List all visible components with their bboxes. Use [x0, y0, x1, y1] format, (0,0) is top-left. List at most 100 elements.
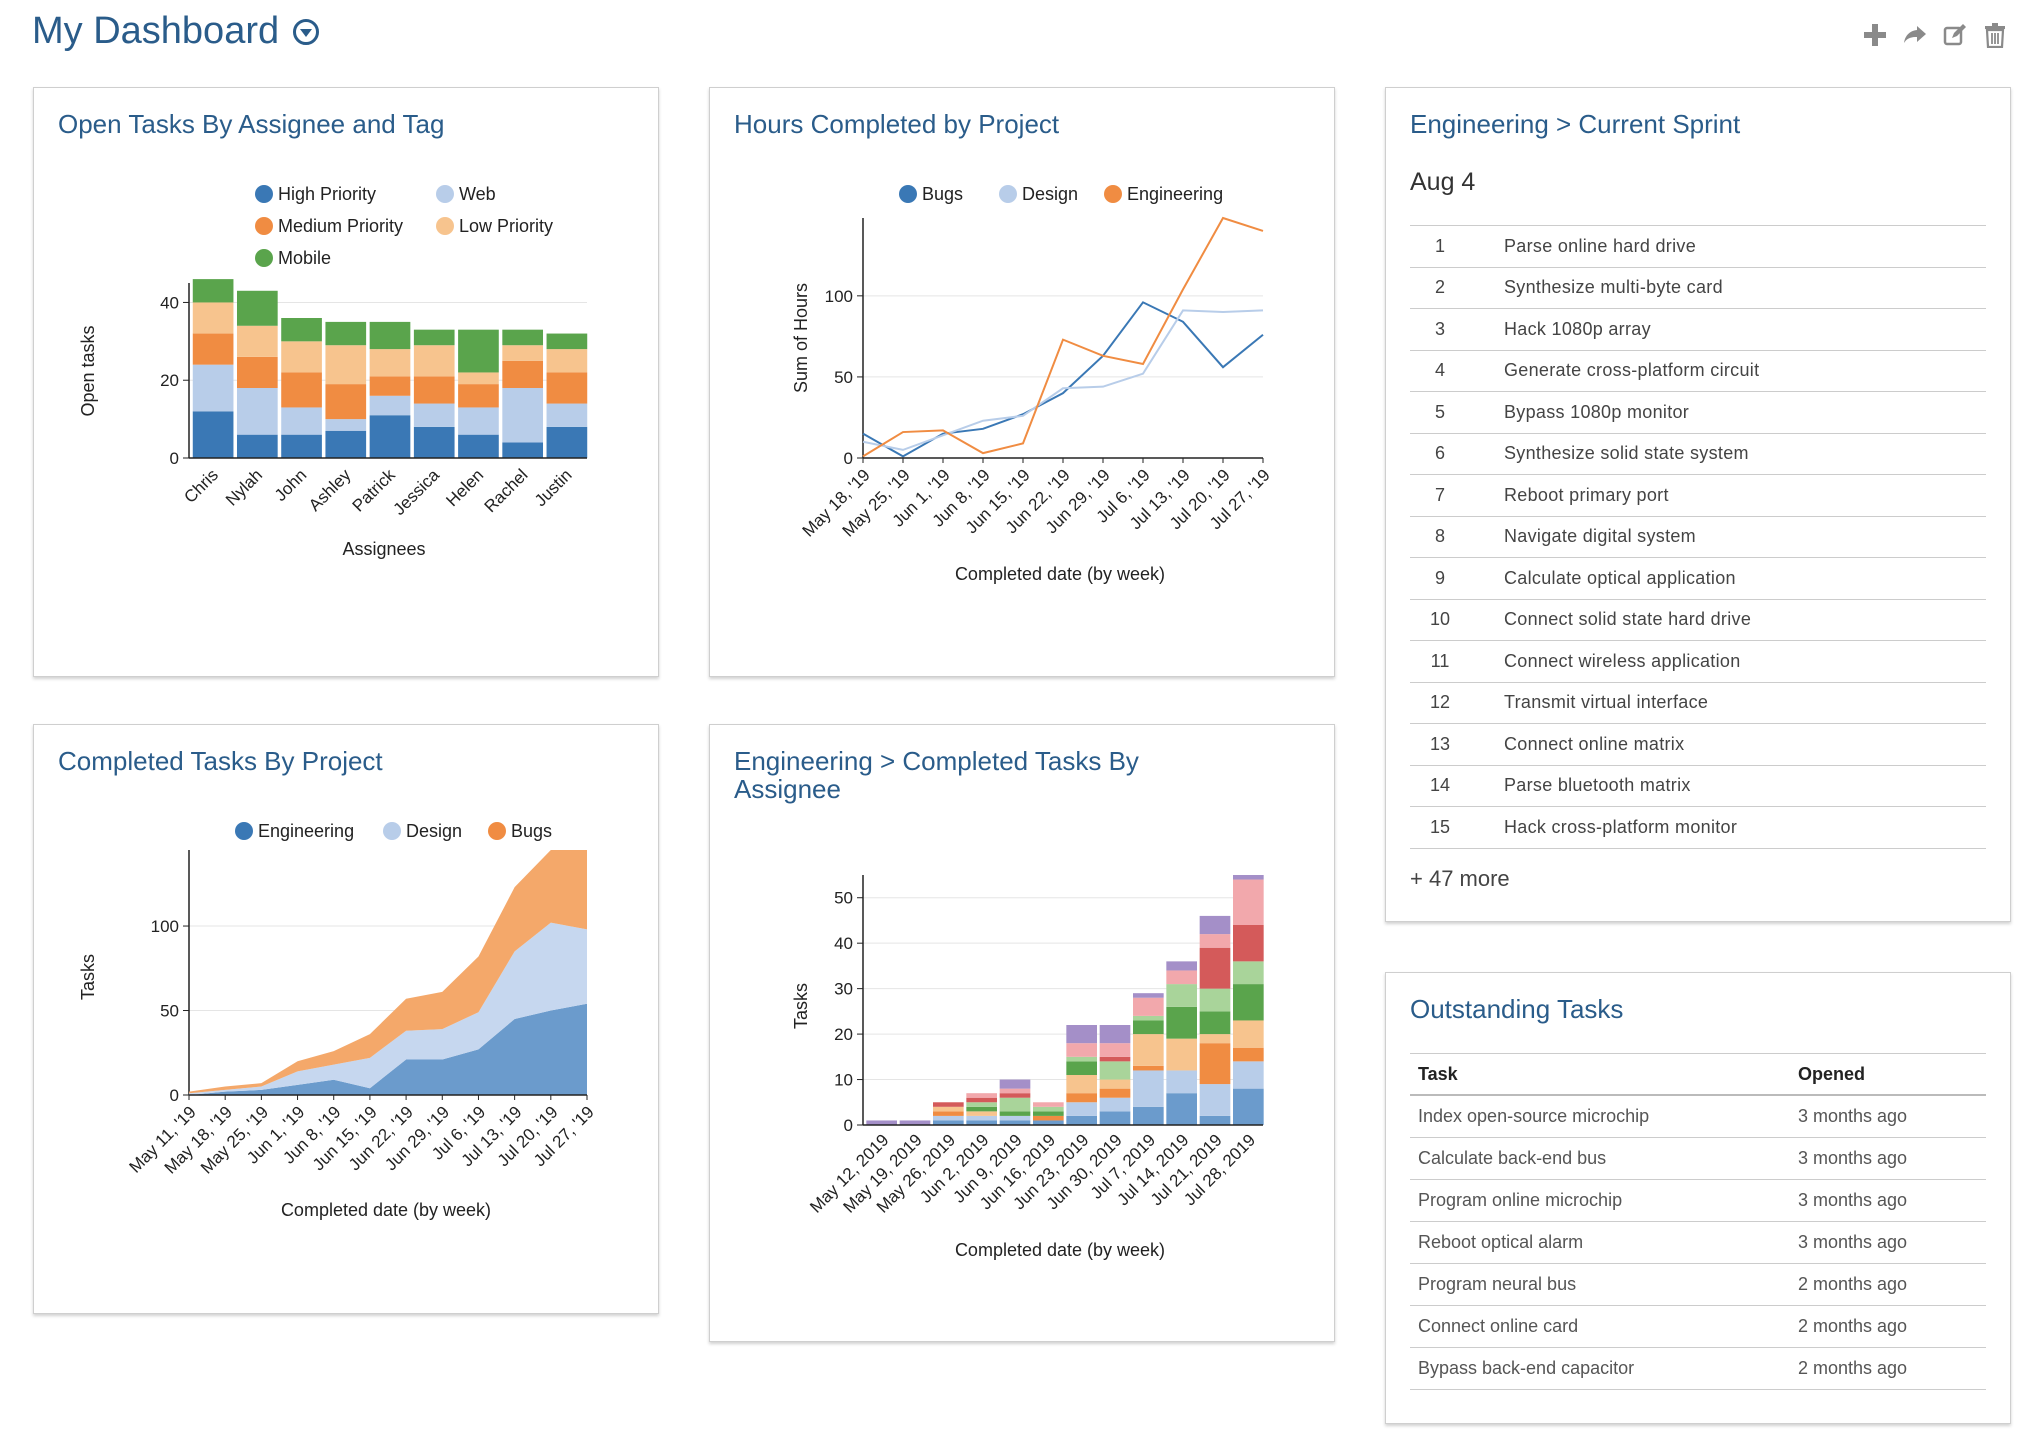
bar-segment — [281, 407, 322, 435]
table-row[interactable]: Program online microchip 3 months ago — [1410, 1180, 1986, 1222]
sprint-task-number: 7 — [1434, 484, 1445, 505]
y-tick-label: 50 — [834, 368, 853, 387]
widget-title[interactable]: Engineering > Current Sprint — [1410, 109, 1741, 139]
dashboard-menu-caret-icon[interactable] — [293, 18, 320, 45]
task-name-cell: Reboot optical alarm — [1418, 1232, 1584, 1252]
sprint-task-row[interactable]: 9 Calculate optical application — [1410, 558, 1986, 600]
bar-segment — [192, 364, 234, 412]
sprint-task-number: 13 — [1429, 733, 1451, 754]
page-title[interactable]: My Dashboard — [32, 10, 320, 53]
bar-segment — [866, 1120, 897, 1125]
edit-icon — [1943, 24, 1966, 46]
bar-segment — [1133, 1034, 1164, 1066]
share-button[interactable] — [1900, 20, 1930, 50]
series-line — [862, 309, 1264, 451]
y-tick-label: 100 — [825, 287, 853, 306]
widget-title[interactable]: Completed Tasks By Project — [58, 746, 383, 776]
sprint-task-row[interactable]: 5 Bypass 1080p monitor — [1410, 392, 1986, 434]
sprint-task-row[interactable]: 4 Generate cross-platform circuit — [1410, 351, 1986, 392]
bar-segment — [999, 1079, 1031, 1089]
bar-segment — [1099, 1111, 1131, 1125]
sprint-task-row[interactable]: 10 Connect solid state hard drive — [1410, 600, 1986, 641]
legend-label: Medium Priority — [278, 216, 403, 236]
bar-segment — [1133, 1070, 1164, 1107]
trash-icon — [1985, 23, 2005, 48]
table-row[interactable]: Calculate back-end bus 3 months ago — [1410, 1138, 1986, 1180]
bar-segment — [458, 407, 499, 435]
task-name-cell: Bypass back-end capacitor — [1418, 1358, 1635, 1378]
sprint-task-number: 8 — [1434, 526, 1445, 547]
sprint-task-row[interactable]: 15 Hack cross-platform monitor — [1410, 807, 1986, 849]
sprint-task-name: Parse bluetooth matrix — [1504, 775, 1691, 796]
series-line — [862, 216, 1264, 458]
sprint-task-row[interactable]: 11 Connect wireless application — [1410, 641, 1986, 683]
sprint-task-name: Connect solid state hard drive — [1504, 609, 1752, 630]
series-line — [862, 301, 1264, 458]
bar-segment — [325, 384, 367, 420]
bar-segment — [1233, 1088, 1264, 1125]
bar-segment — [413, 426, 455, 458]
bar-segment — [1166, 1070, 1197, 1094]
y-tick-label: 0 — [170, 1086, 179, 1105]
share-arrow-icon — [1904, 26, 1926, 43]
bar-segment — [236, 290, 278, 326]
bar-segment — [966, 1106, 997, 1112]
legend-swatch — [899, 185, 917, 203]
delete-button[interactable] — [1980, 20, 2010, 50]
bar-segment — [1199, 934, 1231, 948]
sprint-task-row[interactable]: 6 Synthesize solid state system — [1410, 434, 1986, 475]
bar-segment — [192, 302, 234, 334]
bar-segment — [1166, 984, 1197, 1007]
open-tasks-widget: Open Tasks By Assignee and Tag High Prio… — [33, 87, 659, 677]
bar-segment — [1033, 1102, 1064, 1107]
completed-by-project-widget: Completed Tasks By Project Engineering De… — [33, 724, 659, 1314]
bar-segment — [502, 442, 544, 458]
bar-segment — [1199, 1115, 1231, 1125]
bar-segment — [1199, 988, 1231, 1012]
bar-segment — [1199, 1034, 1231, 1044]
bar-segment — [1099, 1025, 1131, 1044]
table-row[interactable]: Reboot optical alarm 3 months ago — [1410, 1222, 1986, 1264]
x-tick-label: Rachel — [481, 465, 532, 516]
bar-segment — [458, 384, 499, 408]
bar-segment — [1133, 1015, 1164, 1021]
widget-title[interactable]: Outstanding Tasks — [1410, 994, 1624, 1024]
bar-segment — [1233, 875, 1264, 880]
bar-segment — [966, 1097, 997, 1103]
more-tasks-link[interactable]: + 47 more — [1410, 866, 1510, 891]
column-header-opened[interactable]: Opened — [1798, 1063, 1866, 1084]
column-header-task[interactable]: Task — [1418, 1063, 1458, 1084]
bar-segment — [1133, 993, 1164, 998]
widget-title[interactable]: Hours Completed by Project — [734, 109, 1060, 139]
sprint-task-row[interactable]: 7 Reboot primary port — [1410, 475, 1986, 517]
sprint-task-row[interactable]: 12 Transmit virtual interface — [1410, 683, 1986, 724]
edit-button[interactable] — [1940, 20, 1970, 50]
sprint-task-row[interactable]: 8 Navigate digital system — [1410, 517, 1986, 558]
sprint-task-row[interactable]: 1 Parse online hard drive — [1410, 226, 1986, 268]
sprint-task-name: Reboot primary port — [1504, 484, 1669, 505]
add-widget-button[interactable] — [1860, 20, 1890, 50]
legend-swatch — [999, 185, 1017, 203]
bar-segment — [325, 430, 367, 458]
page-title-text: My Dashboard — [32, 10, 280, 52]
sprint-task-number: 6 — [1434, 443, 1445, 464]
bar-segment — [1033, 1120, 1064, 1125]
table-row[interactable]: Index open-source microchip 3 months ago — [1410, 1096, 1986, 1138]
table-row[interactable]: Bypass back-end capacitor 2 months ago — [1410, 1348, 1986, 1390]
table-row[interactable]: Program neural bus 2 months ago — [1410, 1264, 1986, 1306]
sprint-task-row[interactable]: 2 Synthesize multi-byte card — [1410, 268, 1986, 309]
sprint-task-row[interactable]: 14 Parse bluetooth matrix — [1410, 766, 1986, 807]
x-tick-label: Chris — [180, 465, 221, 506]
bar-segment — [413, 376, 455, 404]
current-sprint-widget: Engineering > Current Sprint Aug 4 1 Pars… — [1385, 87, 2011, 922]
table-row[interactable]: Connect online card 2 months ago — [1410, 1306, 1986, 1348]
widget-title[interactable]: Engineering > Completed Tasks By Assigne… — [734, 746, 1139, 804]
sprint-task-row[interactable]: 13 Connect online matrix — [1410, 724, 1986, 766]
sprint-task-row[interactable]: 3 Hack 1080p array — [1410, 309, 1986, 351]
widget-title[interactable]: Open Tasks By Assignee and Tag — [58, 109, 445, 139]
sprint-task-number: 12 — [1429, 692, 1451, 713]
bar-segment — [281, 434, 322, 458]
sprint-task-number: 15 — [1429, 816, 1451, 837]
